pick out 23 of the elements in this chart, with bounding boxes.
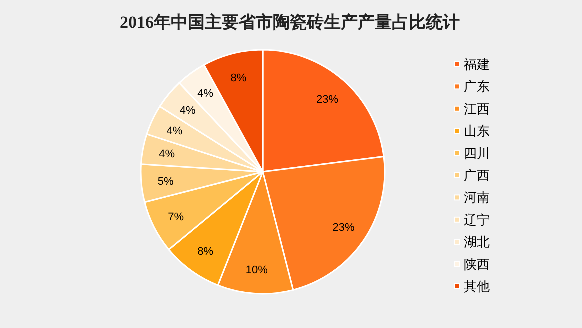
- legend-label: 陕西: [464, 258, 490, 273]
- data-label: 8%: [198, 246, 214, 258]
- data-label: 8%: [230, 72, 247, 84]
- legend-label: 其他: [464, 280, 490, 295]
- chart-title: 2016年中国主要省市陶瓷砖生产产量占比统计: [120, 13, 460, 32]
- data-label: 4%: [180, 104, 196, 117]
- legend-label: 湖北: [464, 236, 490, 251]
- data-label: 4%: [198, 88, 214, 100]
- legend-label: 四川: [464, 146, 490, 162]
- legend-label: 广东: [464, 80, 490, 96]
- legend-label: 福建: [464, 58, 490, 73]
- data-label: 23%: [332, 222, 355, 234]
- legend-label: 河南: [464, 191, 490, 206]
- data-label: 4%: [159, 148, 176, 161]
- data-label: 7%: [168, 211, 184, 224]
- data-label: 10%: [246, 264, 268, 276]
- legend-label: 广西: [464, 169, 490, 184]
- legend-label: 辽宁: [464, 212, 490, 228]
- data-label: 5%: [158, 176, 174, 188]
- data-label: 4%: [166, 125, 183, 138]
- legend-label: 江西: [464, 102, 490, 118]
- data-label: 23%: [316, 94, 339, 106]
- legend-label: 山东: [464, 124, 490, 140]
